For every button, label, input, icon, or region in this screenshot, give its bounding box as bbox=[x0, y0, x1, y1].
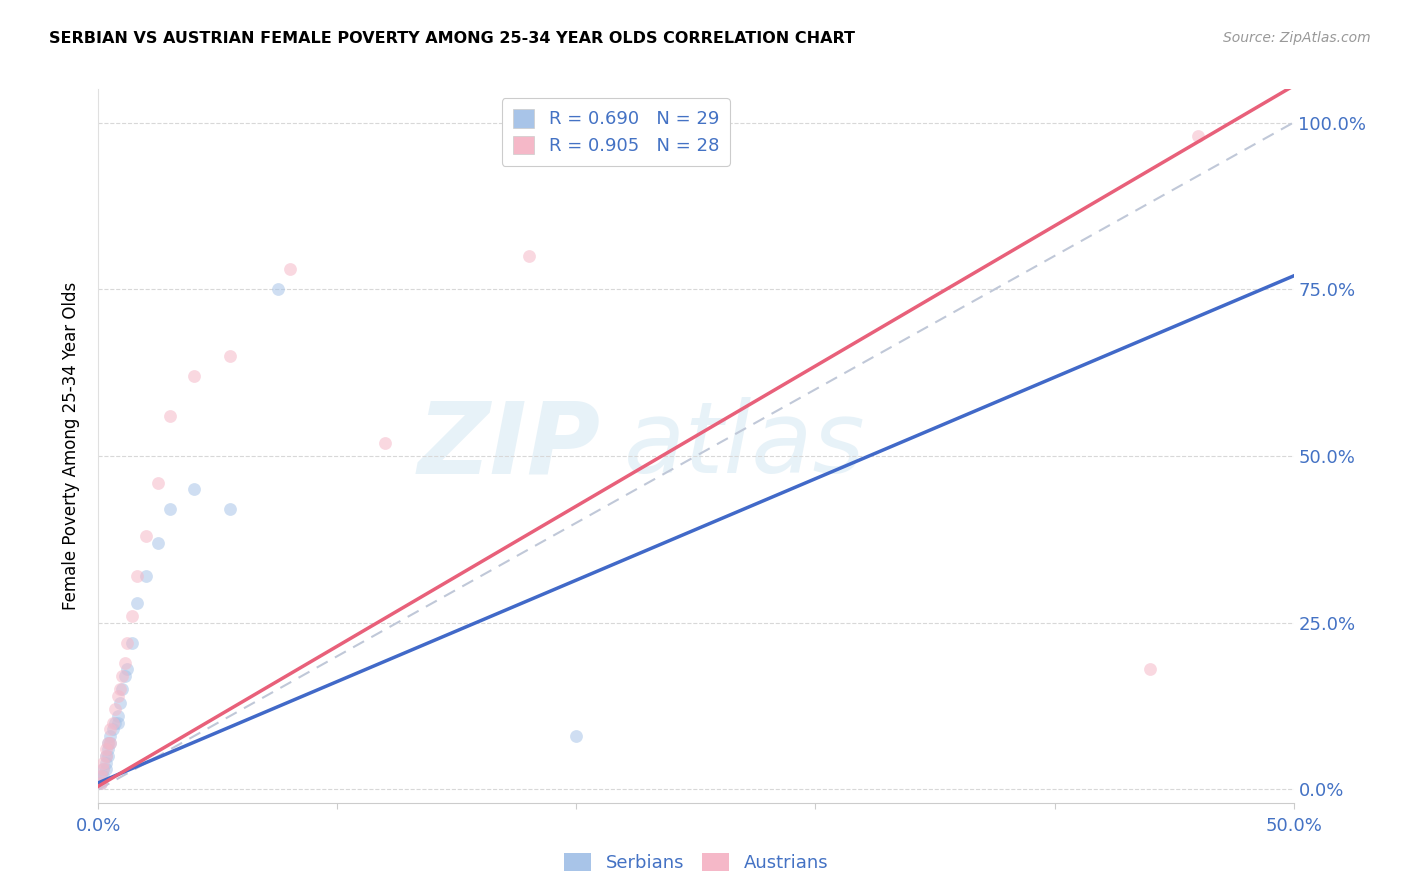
Point bbox=[219, 502, 242, 516]
Point bbox=[374, 435, 396, 450]
Point bbox=[98, 723, 122, 737]
Point bbox=[97, 736, 120, 750]
Point bbox=[148, 535, 170, 549]
Point bbox=[108, 682, 131, 697]
Point bbox=[91, 763, 114, 777]
Point bbox=[125, 569, 148, 583]
Point bbox=[267, 282, 290, 296]
Point bbox=[101, 715, 124, 730]
Point bbox=[90, 769, 112, 783]
Text: ZIP: ZIP bbox=[418, 398, 600, 494]
Point bbox=[159, 502, 181, 516]
Point bbox=[111, 669, 134, 683]
Point bbox=[97, 736, 120, 750]
Point bbox=[135, 569, 157, 583]
Point bbox=[114, 669, 136, 683]
Point bbox=[183, 368, 205, 383]
Point bbox=[91, 756, 114, 770]
Point bbox=[94, 749, 117, 764]
Point bbox=[108, 696, 131, 710]
Point bbox=[219, 349, 242, 363]
Point bbox=[90, 776, 112, 790]
Point bbox=[97, 749, 120, 764]
Point bbox=[107, 715, 129, 730]
Point bbox=[125, 596, 148, 610]
Point bbox=[159, 409, 181, 423]
Point bbox=[278, 262, 301, 277]
Text: atlas: atlas bbox=[624, 398, 866, 494]
Point bbox=[90, 769, 112, 783]
Point bbox=[98, 736, 122, 750]
Point bbox=[135, 529, 157, 543]
Point bbox=[1187, 128, 1209, 143]
Point bbox=[121, 636, 143, 650]
Point bbox=[107, 689, 129, 703]
Point bbox=[94, 749, 117, 764]
Point bbox=[121, 609, 143, 624]
Point bbox=[115, 662, 138, 676]
Point bbox=[98, 729, 122, 743]
Point bbox=[101, 723, 124, 737]
Point bbox=[91, 769, 114, 783]
Point bbox=[148, 475, 170, 490]
Text: SERBIAN VS AUSTRIAN FEMALE POVERTY AMONG 25-34 YEAR OLDS CORRELATION CHART: SERBIAN VS AUSTRIAN FEMALE POVERTY AMONG… bbox=[49, 31, 855, 46]
Point bbox=[97, 742, 120, 756]
Point bbox=[565, 729, 588, 743]
Point bbox=[1139, 662, 1161, 676]
Point bbox=[111, 682, 134, 697]
Text: Source: ZipAtlas.com: Source: ZipAtlas.com bbox=[1223, 31, 1371, 45]
Point bbox=[115, 636, 138, 650]
Point bbox=[517, 249, 540, 263]
Point bbox=[183, 483, 205, 497]
Legend: Serbians, Austrians: Serbians, Austrians bbox=[557, 846, 835, 880]
Point bbox=[94, 763, 117, 777]
Point bbox=[90, 776, 112, 790]
Point bbox=[98, 736, 122, 750]
Point bbox=[104, 702, 127, 716]
Point bbox=[114, 656, 136, 670]
Y-axis label: Female Poverty Among 25-34 Year Olds: Female Poverty Among 25-34 Year Olds bbox=[62, 282, 80, 610]
Point bbox=[91, 763, 114, 777]
Point bbox=[104, 715, 127, 730]
Point bbox=[94, 756, 117, 770]
Point bbox=[94, 742, 117, 756]
Point bbox=[107, 709, 129, 723]
